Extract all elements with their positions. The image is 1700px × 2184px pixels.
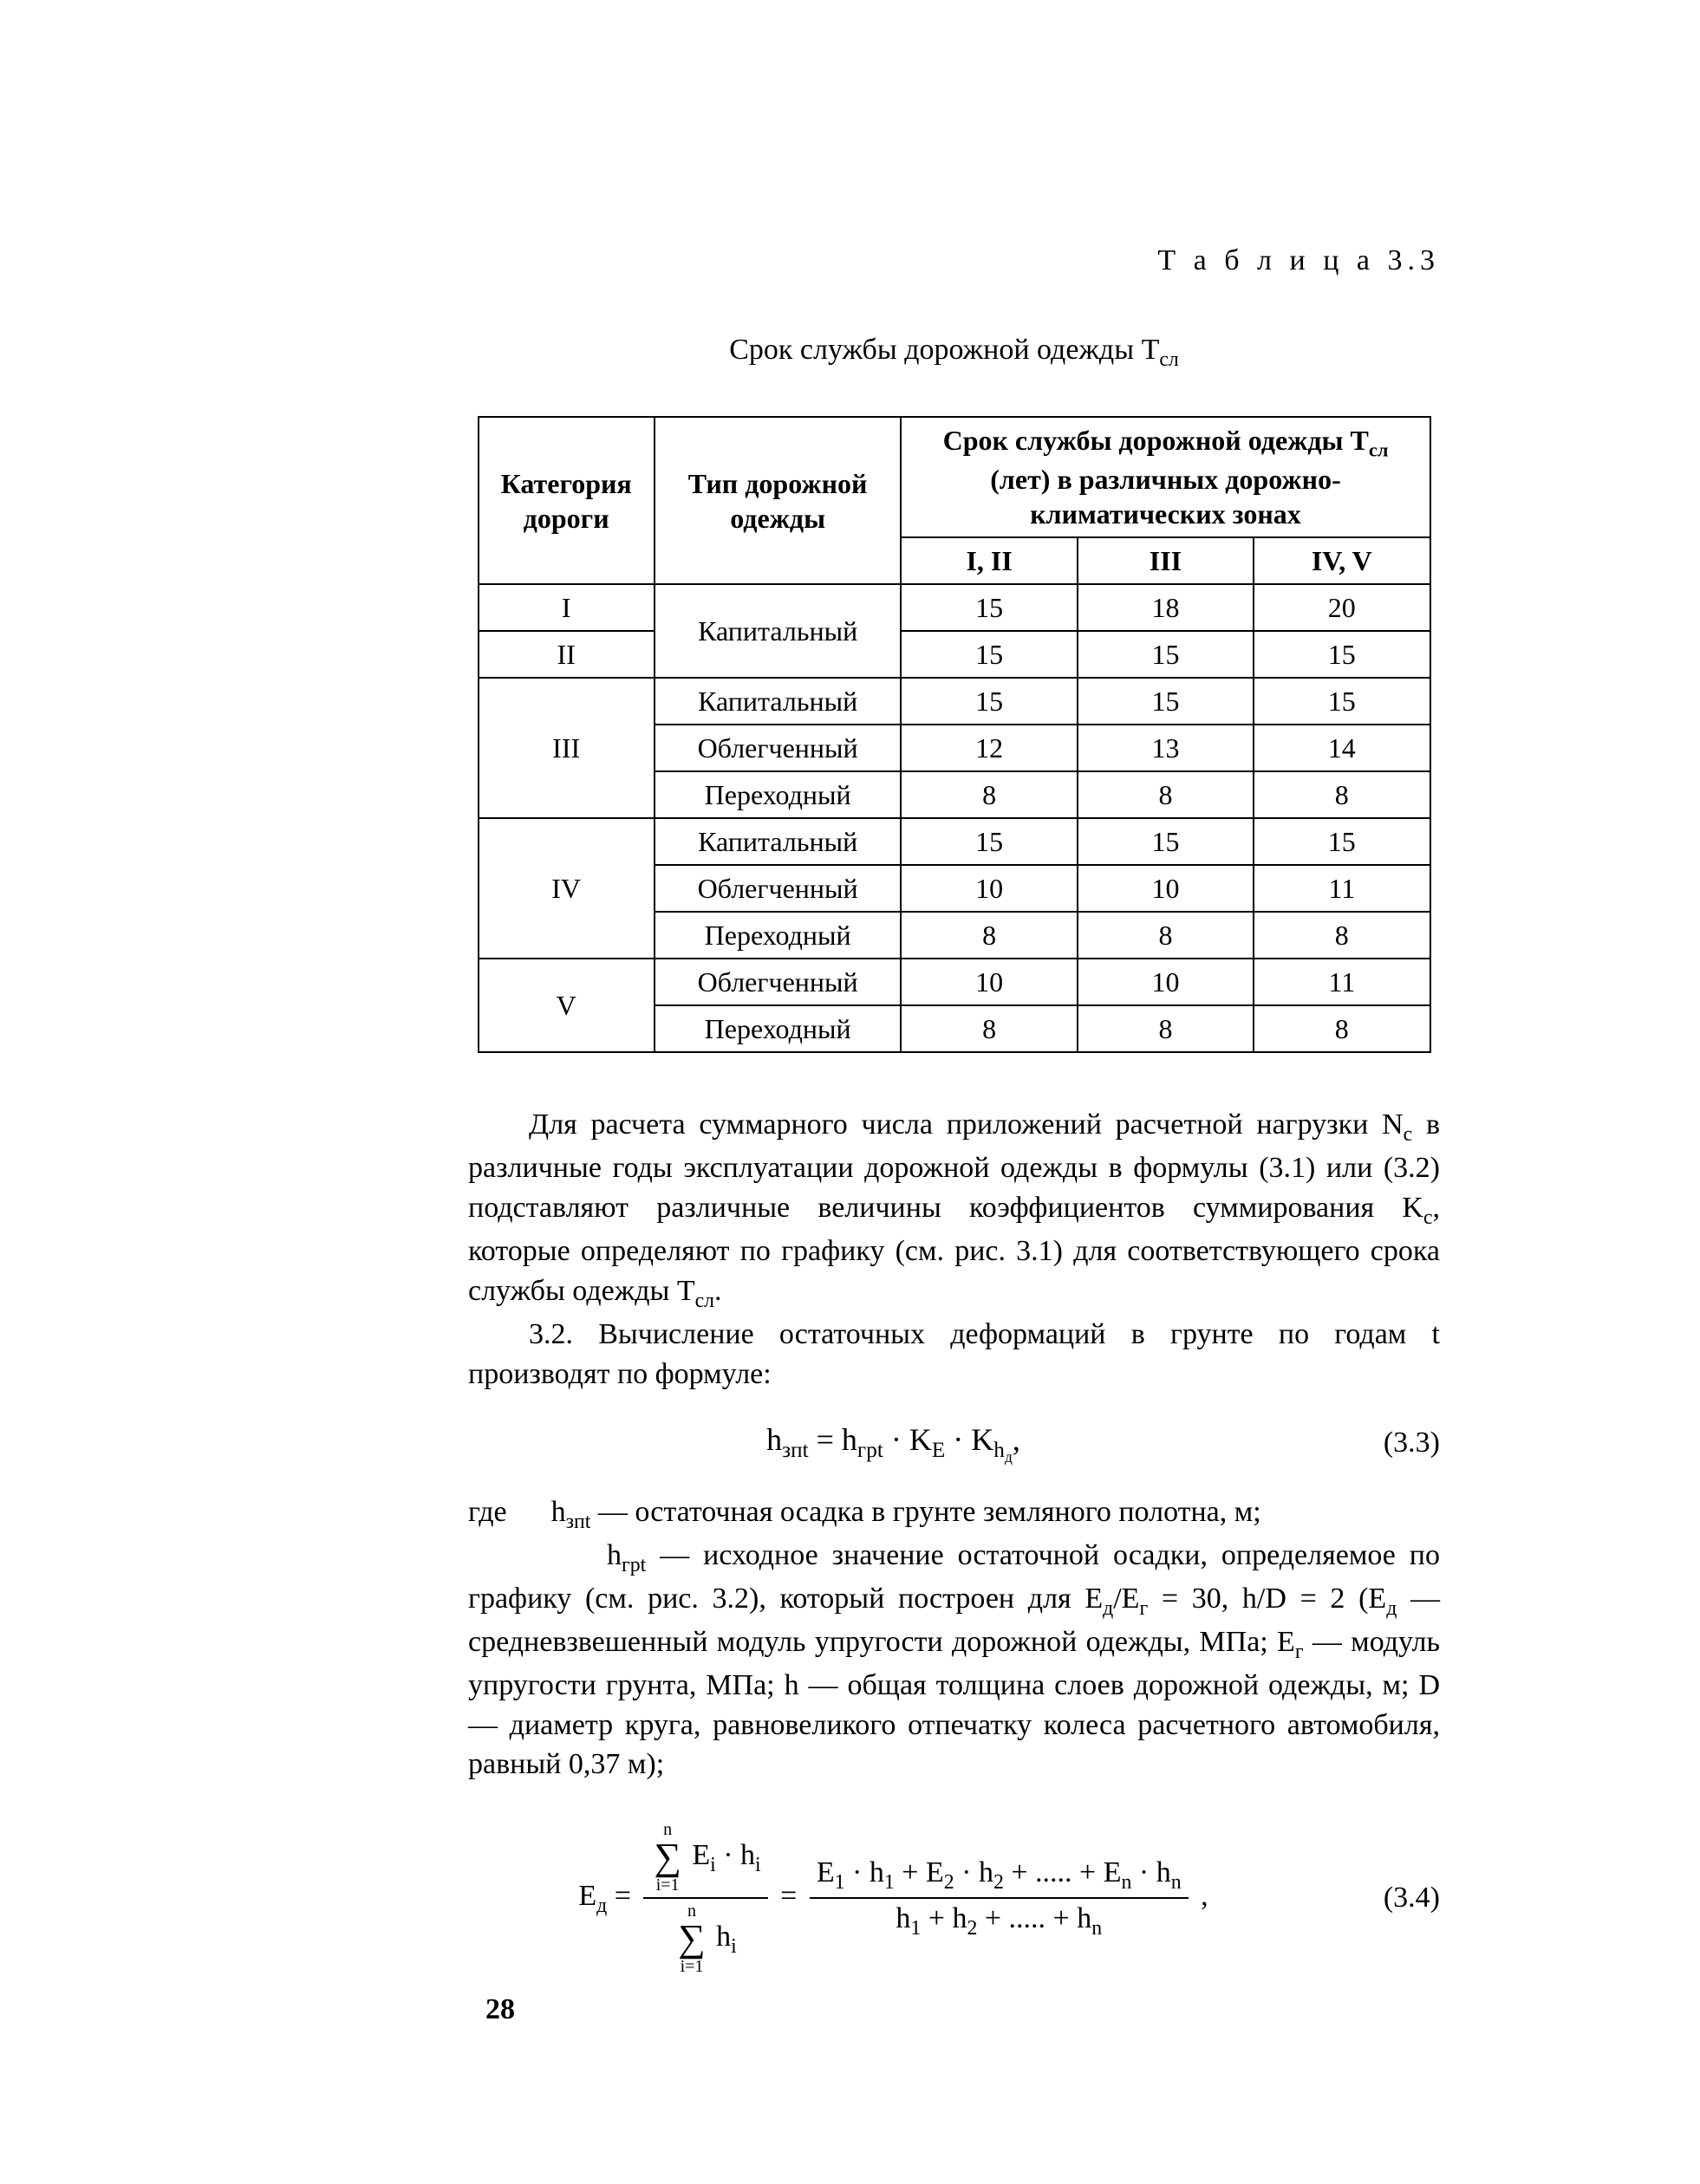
cell-category: II xyxy=(479,631,655,678)
cell-value: 13 xyxy=(1078,725,1254,771)
formula: Eд = n ∑ i=1 Ei · hi n ∑ i=1 h xyxy=(468,1819,1440,1977)
col-header-category: Категория дороги xyxy=(479,417,655,584)
fraction-numerator: Ei · hi xyxy=(692,1839,760,1871)
cell-value: 15 xyxy=(901,631,1077,678)
cell-value: 8 xyxy=(1254,771,1430,818)
cell-value: 8 xyxy=(1078,912,1254,959)
cell-value: 8 xyxy=(901,1005,1077,1052)
cell-type: Капитальный xyxy=(655,678,902,725)
cell-value: 11 xyxy=(1254,865,1430,912)
cell-value: 15 xyxy=(1254,631,1430,678)
cell-value: 14 xyxy=(1254,725,1430,771)
cell-value: 8 xyxy=(901,771,1077,818)
cell-value: 8 xyxy=(1254,1005,1430,1052)
zone-label: I, II xyxy=(901,537,1077,584)
page-number: 28 xyxy=(485,1992,515,2029)
cell-value: 10 xyxy=(901,959,1077,1005)
cell-category: V xyxy=(479,959,655,1052)
cell-type: Облегченный xyxy=(655,959,902,1005)
equation-number: (3.4) xyxy=(1319,1880,1440,1917)
cell-value: 18 xyxy=(1078,584,1254,631)
cell-category: I xyxy=(479,584,655,631)
cell-type: Облегченный xyxy=(655,865,902,912)
table-row: IVКапитальный151515 xyxy=(479,818,1430,865)
cell-value: 8 xyxy=(1078,1005,1254,1052)
cell-type: Капитальный xyxy=(655,584,902,678)
cell-category: IV xyxy=(479,818,655,959)
formula-body: hзпt = hгрt · KE · Khд, xyxy=(468,1420,1319,1466)
fraction-denominator: hi xyxy=(716,1921,737,1953)
table-row: IКапитальный151820 xyxy=(479,584,1430,631)
cell-category: III xyxy=(479,678,655,818)
equation-number: (3.3) xyxy=(1319,1425,1440,1462)
service-life-table: Категория дороги Тип дорожной одежды Сро… xyxy=(478,416,1431,1053)
cell-value: 12 xyxy=(901,725,1077,771)
fraction-numerator: E1 · h1 + E2 · h2 + ..... + En · hn xyxy=(810,1855,1189,1899)
fraction-denominator: h1 + h2 + ..... + hn xyxy=(810,1899,1189,1941)
definition-line: hгрt — исходное значение остаточной осад… xyxy=(468,1539,1440,1781)
sum-lower: i=1 xyxy=(678,1958,705,1975)
formula-body: Eд = n ∑ i=1 Ei · hi n ∑ i=1 h xyxy=(468,1819,1319,1977)
cell-value: 15 xyxy=(1078,818,1254,865)
paragraph-text: 3.2. Вычисление остаточных деформаций в … xyxy=(468,1318,1440,1390)
table-row: IIIКапитальный151515 xyxy=(479,678,1430,725)
cell-value: 8 xyxy=(1078,771,1254,818)
cell-type: Капитальный xyxy=(655,818,902,865)
cell-value: 15 xyxy=(1254,818,1430,865)
table-caption: Срок службы дорожной одежды Tсл xyxy=(468,332,1440,374)
definitions: где hзпt — остаточная осадка в грунте зе… xyxy=(468,1492,1440,1784)
cell-value: 8 xyxy=(901,912,1077,959)
cell-value: 10 xyxy=(1078,865,1254,912)
table-row: VОблегченный101011 xyxy=(479,959,1430,1005)
paragraph: 3.2. Вычисление остаточных деформаций в … xyxy=(468,1315,1440,1394)
table-row: II151515 xyxy=(479,631,1430,678)
cell-type: Переходный xyxy=(655,1005,902,1052)
paragraph-text: Для расчета суммарного числа приложений … xyxy=(468,1108,1440,1307)
formula: hзпt = hгрt · KE · Khд, (3.3) xyxy=(468,1420,1440,1466)
col-header-type: Тип дорожной одежды xyxy=(655,417,902,584)
zone-label: III xyxy=(1078,537,1254,584)
cell-value: 15 xyxy=(901,678,1077,725)
cell-type: Переходный xyxy=(655,771,902,818)
cell-type: Облегченный xyxy=(655,725,902,771)
table-body: IКапитальный151820II151515IIIКапитальный… xyxy=(479,584,1430,1052)
cell-value: 10 xyxy=(1078,959,1254,1005)
cell-value: 20 xyxy=(1254,584,1430,631)
formula-lhs: Eд = xyxy=(578,1880,631,1912)
sum-lower: i=1 xyxy=(654,1876,681,1894)
paragraph: Для расчета суммарного числа приложений … xyxy=(468,1105,1440,1315)
cell-value: 15 xyxy=(1078,678,1254,725)
cell-value: 11 xyxy=(1254,959,1430,1005)
col-header-zones: Срок службы дорожной одежды Tсл (лет) в … xyxy=(901,417,1430,537)
zone-label: IV, V xyxy=(1254,537,1430,584)
cell-value: 15 xyxy=(1254,678,1430,725)
cell-value: 8 xyxy=(1254,912,1430,959)
document-page: Т а б л и ц а 3.3 Срок службы дорожной о… xyxy=(0,0,1700,2184)
cell-value: 10 xyxy=(901,865,1077,912)
cell-value: 15 xyxy=(901,584,1077,631)
formula-eq: = xyxy=(780,1880,804,1912)
cell-type: Переходный xyxy=(655,912,902,959)
table-number: Т а б л и ц а 3.3 xyxy=(468,243,1440,280)
cell-value: 15 xyxy=(901,818,1077,865)
cell-value: 15 xyxy=(1078,631,1254,678)
formula-tail: , xyxy=(1201,1880,1208,1912)
definition-line: где hзпt — остаточная осадка в грунте зе… xyxy=(468,1496,1261,1528)
